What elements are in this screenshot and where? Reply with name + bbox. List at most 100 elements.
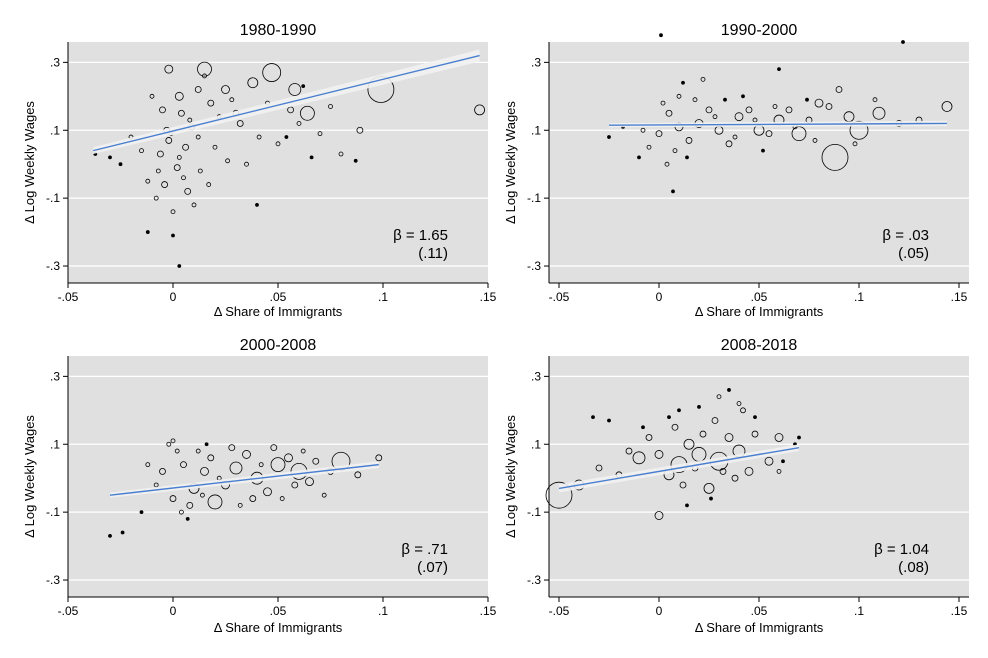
data-point — [667, 415, 671, 419]
data-point — [732, 134, 738, 140]
data-point — [170, 209, 176, 215]
data-point — [174, 448, 180, 454]
x-tick-label: 0 — [170, 604, 177, 618]
data-point — [736, 401, 742, 406]
y-tick-label: -.3 — [527, 573, 541, 587]
data-point — [159, 106, 166, 114]
data-point — [207, 494, 223, 510]
data-point — [321, 492, 327, 498]
data-point — [645, 434, 653, 441]
x-tick-label: 0 — [656, 604, 663, 618]
fit-line — [608, 122, 948, 126]
data-point — [176, 155, 182, 160]
x-tick-label: .1 — [854, 604, 864, 618]
data-point — [659, 33, 663, 38]
data-point — [685, 137, 693, 144]
data-point — [712, 114, 718, 120]
data-point — [641, 425, 645, 430]
data-point — [731, 474, 739, 482]
data-point — [225, 158, 231, 164]
x-tick-label: .1 — [378, 290, 388, 304]
y-tick-label: -.1 — [46, 191, 60, 205]
x-axis-label: Δ Share of Immigrants — [214, 620, 343, 635]
y-tick-label: -.3 — [527, 259, 541, 273]
data-point — [356, 126, 364, 134]
data-point — [305, 477, 314, 486]
data-point — [186, 501, 194, 509]
data-point — [312, 457, 320, 465]
y-axis-label: Δ Log Weekly Wages — [503, 415, 518, 538]
y-tick-label: -.1 — [527, 191, 541, 205]
x-tick-label: .05 — [270, 604, 287, 618]
data-point — [677, 408, 681, 413]
data-point — [165, 137, 173, 144]
y-tick-label: -.3 — [46, 259, 60, 273]
x-tick-label: .15 — [951, 290, 968, 304]
data-point — [774, 433, 784, 442]
data-point — [781, 459, 785, 464]
beta-estimate: β = .03 — [882, 227, 929, 244]
data-point — [207, 454, 215, 462]
data-point — [177, 264, 182, 268]
data-point — [145, 230, 150, 234]
data-point — [814, 98, 824, 108]
plot-area — [549, 42, 969, 283]
x-tick-label: .1 — [378, 604, 388, 618]
data-point — [711, 417, 719, 424]
y-tick-label: .1 — [50, 437, 60, 451]
data-point — [173, 164, 181, 171]
data-point — [740, 407, 746, 414]
data-point — [185, 517, 190, 521]
panel-title: 1980-1990 — [240, 22, 317, 39]
data-point — [291, 481, 299, 489]
data-point — [159, 468, 166, 475]
beta-estimate: β = .71 — [401, 541, 448, 558]
data-point — [145, 178, 151, 184]
data-point — [207, 99, 215, 107]
x-tick-label: .15 — [480, 604, 497, 618]
data-point — [177, 109, 185, 117]
data-point — [812, 138, 818, 143]
data-point — [180, 461, 187, 469]
data-point — [275, 141, 281, 147]
y-tick-label: .1 — [531, 437, 541, 451]
data-point — [197, 61, 212, 77]
data-point — [664, 161, 670, 167]
data-point — [206, 182, 212, 187]
y-tick-label: .1 — [531, 123, 541, 137]
data-point — [184, 187, 192, 195]
y-tick-label: .1 — [50, 123, 60, 137]
data-point — [607, 418, 611, 423]
data-point — [676, 93, 682, 99]
data-point — [849, 120, 869, 140]
data-point — [655, 130, 663, 138]
data-point — [741, 94, 745, 99]
data-point — [607, 135, 611, 139]
data-point — [654, 511, 664, 520]
data-point — [139, 148, 144, 154]
standard-error: (.05) — [898, 245, 929, 262]
y-tick-label: .3 — [50, 55, 60, 69]
data-point — [660, 100, 666, 106]
data-point — [703, 482, 715, 494]
data-point — [247, 77, 259, 89]
data-point — [120, 530, 125, 535]
data-point — [171, 233, 175, 238]
data-point — [221, 85, 230, 94]
data-point — [751, 430, 759, 438]
data-point — [595, 464, 603, 472]
data-point — [700, 76, 706, 82]
data-point — [270, 444, 278, 452]
data-point — [646, 144, 652, 150]
data-point — [256, 134, 262, 140]
data-point — [672, 148, 678, 154]
x-tick-label: .1 — [854, 290, 864, 304]
data-point — [637, 155, 641, 160]
y-axis-label: Δ Log Weekly Wages — [22, 415, 37, 538]
data-point — [108, 534, 112, 538]
data-point — [872, 97, 878, 103]
plot-area — [68, 42, 488, 283]
data-point — [545, 481, 573, 509]
data-point — [699, 430, 707, 438]
x-tick-label: .15 — [951, 604, 968, 618]
